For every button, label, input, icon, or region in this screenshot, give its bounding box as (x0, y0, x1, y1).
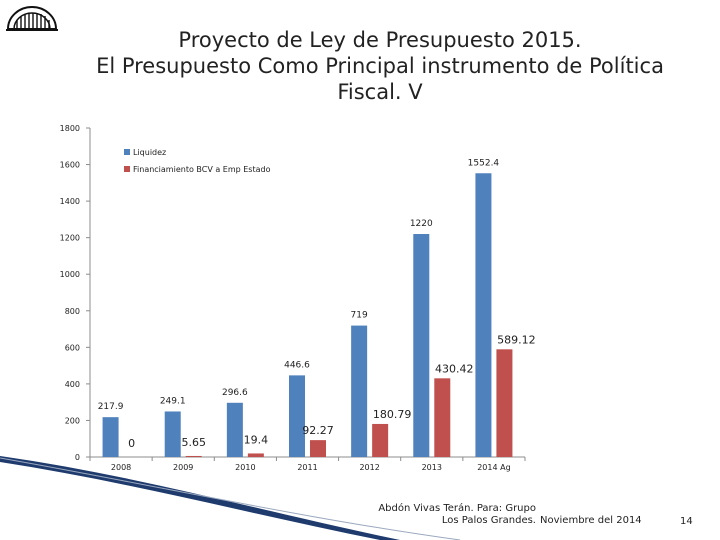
x-tick-label: 2014 Ag (477, 463, 510, 472)
x-tick-label: 2011 (297, 463, 317, 472)
y-tick-label: 1000 (60, 270, 80, 279)
y-tick-label: 800 (65, 307, 80, 316)
y-tick-label: 200 (65, 416, 80, 425)
university-logo-icon (6, 6, 58, 31)
footer-author-line-2: Los Palos Grandes. (441, 515, 536, 526)
bar-liquidez (351, 325, 368, 457)
bar-financiamiento (434, 378, 451, 457)
bar-liquidez (226, 402, 243, 457)
data-label: 1552.4 (468, 158, 500, 168)
decorative-swoosh (0, 456, 461, 540)
bar-financiamiento (372, 423, 389, 457)
bar-financiamiento (310, 440, 326, 457)
data-label: 589.12 (497, 333, 536, 346)
x-tick-label: 2009 (173, 463, 193, 472)
x-tick-label: 2012 (359, 463, 379, 472)
y-tick-label: 1600 (60, 161, 80, 170)
bar-liquidez (475, 173, 492, 457)
x-tick-label: 2013 (422, 463, 442, 472)
y-tick-label: 1400 (60, 197, 80, 206)
x-tick-label: 2010 (235, 463, 255, 472)
bar-financiamiento (185, 455, 202, 457)
y-tick-label: 1200 (60, 234, 80, 243)
bar-liquidez (289, 375, 305, 457)
data-label: 719 (351, 311, 368, 321)
data-label: 1220 (410, 219, 433, 229)
footer-author: Abdón Vivas Terán. Para: Grupo Los Palos… (360, 503, 536, 527)
legend-label: Financiamiento BCV a Emp Estado (133, 165, 271, 174)
data-label: 430.42 (435, 362, 474, 375)
data-label: 92.27 (302, 424, 334, 437)
y-tick-label: 400 (65, 380, 80, 389)
data-label: 446.6 (284, 360, 310, 370)
data-label: 296.6 (222, 388, 248, 398)
y-tick-label: 0 (75, 453, 80, 462)
bar-financiamiento (247, 453, 264, 457)
x-tick-label: 2008 (111, 463, 131, 472)
bar-financiamiento (496, 349, 513, 457)
footer-date: Noviembre del 2014 (540, 515, 642, 526)
y-tick-label: 1800 (60, 124, 80, 133)
bar-liquidez (413, 234, 430, 457)
data-label: 217.9 (98, 402, 124, 412)
page-number: 14 (680, 516, 693, 527)
slide-title-line-3: Fiscal. V (337, 80, 423, 104)
legend-label: Liquidez (133, 148, 166, 157)
data-label: 0 (128, 437, 135, 450)
slide-title-line-2: El Presupuesto Como Principal instrument… (96, 54, 664, 78)
legend-swatch (124, 149, 130, 155)
data-label: 19.4 (244, 433, 269, 446)
bar-liquidez (102, 417, 119, 457)
data-label: 249.1 (160, 396, 186, 406)
legend-swatch (124, 166, 130, 172)
data-label: 5.65 (181, 436, 206, 449)
footer-author-line-1: Abdón Vivas Terán. Para: Grupo (378, 503, 536, 514)
slide-title-line-1: Proyecto de Ley de Presupuesto 2015. (178, 28, 582, 52)
bar-liquidez (164, 411, 181, 457)
data-label: 180.79 (373, 408, 412, 421)
y-tick-label: 600 (65, 343, 80, 352)
